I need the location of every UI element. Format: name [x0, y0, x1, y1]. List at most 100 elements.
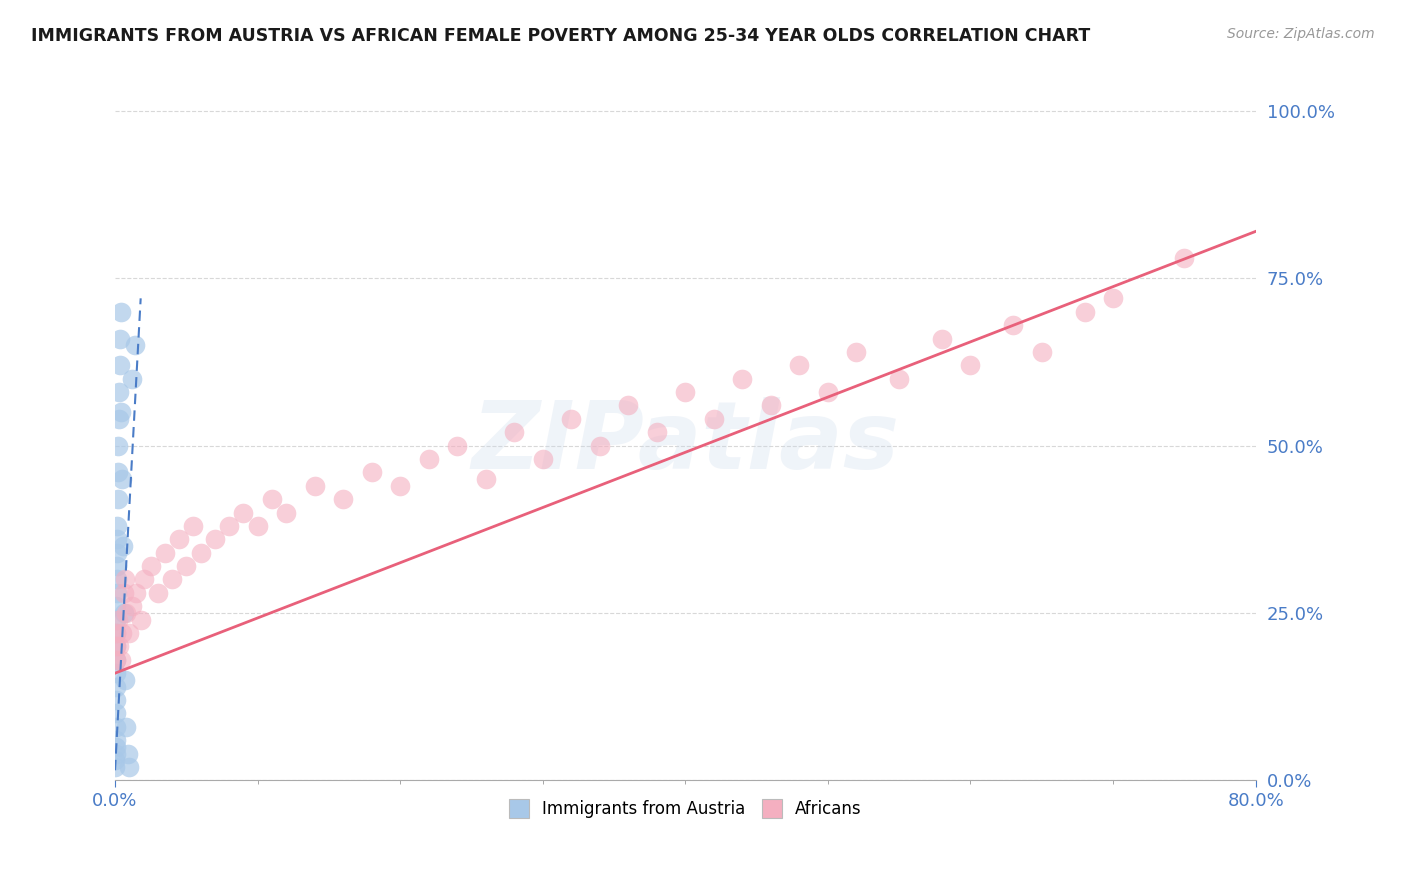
Point	[246, 519, 269, 533]
Point	[110, 331, 132, 345]
Point	[124, 338, 146, 352]
Point	[108, 385, 131, 400]
Point	[104, 747, 127, 761]
Point	[107, 439, 129, 453]
Point	[531, 452, 554, 467]
Point	[105, 573, 128, 587]
Point	[104, 739, 127, 754]
Point	[360, 466, 382, 480]
Point	[125, 586, 148, 600]
Point	[104, 720, 127, 734]
Point	[105, 586, 128, 600]
Point	[107, 412, 129, 426]
Point	[108, 359, 131, 373]
Point	[118, 760, 141, 774]
Point	[129, 613, 152, 627]
Point	[104, 693, 127, 707]
Point	[167, 533, 190, 547]
Point	[589, 439, 612, 453]
Point	[115, 720, 138, 734]
Point	[959, 359, 981, 373]
Point	[105, 613, 128, 627]
Point	[260, 492, 283, 507]
Point	[218, 519, 240, 533]
Point	[132, 573, 155, 587]
Point	[114, 573, 136, 587]
Point	[105, 680, 128, 694]
Point	[1073, 304, 1095, 318]
Point	[889, 372, 911, 386]
Text: Source: ZipAtlas.com: Source: ZipAtlas.com	[1227, 27, 1375, 41]
Point	[153, 546, 176, 560]
Point	[204, 533, 226, 547]
Point	[1002, 318, 1025, 332]
Text: ZIPatlas: ZIPatlas	[471, 397, 900, 489]
Point	[139, 559, 162, 574]
Point	[731, 372, 754, 386]
Text: IMMIGRANTS FROM AUSTRIA VS AFRICAN FEMALE POVERTY AMONG 25-34 YEAR OLDS CORRELAT: IMMIGRANTS FROM AUSTRIA VS AFRICAN FEMAL…	[31, 27, 1090, 45]
Point	[114, 673, 136, 687]
Point	[107, 466, 129, 480]
Point	[110, 653, 132, 667]
Point	[1102, 291, 1125, 305]
Point	[105, 640, 128, 654]
Point	[104, 760, 127, 774]
Point	[118, 626, 141, 640]
Point	[474, 472, 496, 486]
Point	[418, 452, 440, 467]
Point	[105, 559, 128, 574]
Point	[503, 425, 526, 440]
Point	[645, 425, 668, 440]
Point	[112, 586, 135, 600]
Point	[617, 399, 640, 413]
Point	[1031, 344, 1053, 359]
Point	[104, 753, 127, 767]
Point	[176, 559, 198, 574]
Point	[105, 666, 128, 681]
Point	[107, 613, 129, 627]
Point	[121, 599, 143, 614]
Point	[304, 479, 326, 493]
Point	[105, 640, 128, 654]
Point	[110, 405, 132, 419]
Point	[104, 706, 127, 721]
Point	[190, 546, 212, 560]
Point	[115, 606, 138, 620]
Point	[111, 472, 134, 486]
Point	[105, 653, 128, 667]
Point	[105, 599, 128, 614]
Point	[105, 533, 128, 547]
Point	[232, 506, 254, 520]
Point	[160, 573, 183, 587]
Point	[389, 479, 412, 493]
Point	[104, 733, 127, 747]
Point	[111, 626, 134, 640]
Point	[105, 626, 128, 640]
Legend: Immigrants from Austria, Africans: Immigrants from Austria, Africans	[502, 792, 869, 825]
Point	[121, 372, 143, 386]
Point	[789, 359, 811, 373]
Point	[110, 304, 132, 318]
Point	[274, 506, 297, 520]
Point	[1173, 251, 1195, 265]
Point	[146, 586, 169, 600]
Point	[183, 519, 205, 533]
Point	[112, 606, 135, 620]
Point	[759, 399, 782, 413]
Point	[703, 412, 725, 426]
Point	[117, 747, 139, 761]
Point	[111, 539, 134, 553]
Point	[105, 546, 128, 560]
Point	[446, 439, 468, 453]
Point	[845, 344, 868, 359]
Point	[332, 492, 354, 507]
Point	[931, 331, 953, 345]
Point	[105, 519, 128, 533]
Point	[108, 640, 131, 654]
Point	[560, 412, 582, 426]
Point	[817, 385, 839, 400]
Point	[673, 385, 696, 400]
Point	[105, 626, 128, 640]
Point	[107, 492, 129, 507]
Point	[104, 653, 127, 667]
